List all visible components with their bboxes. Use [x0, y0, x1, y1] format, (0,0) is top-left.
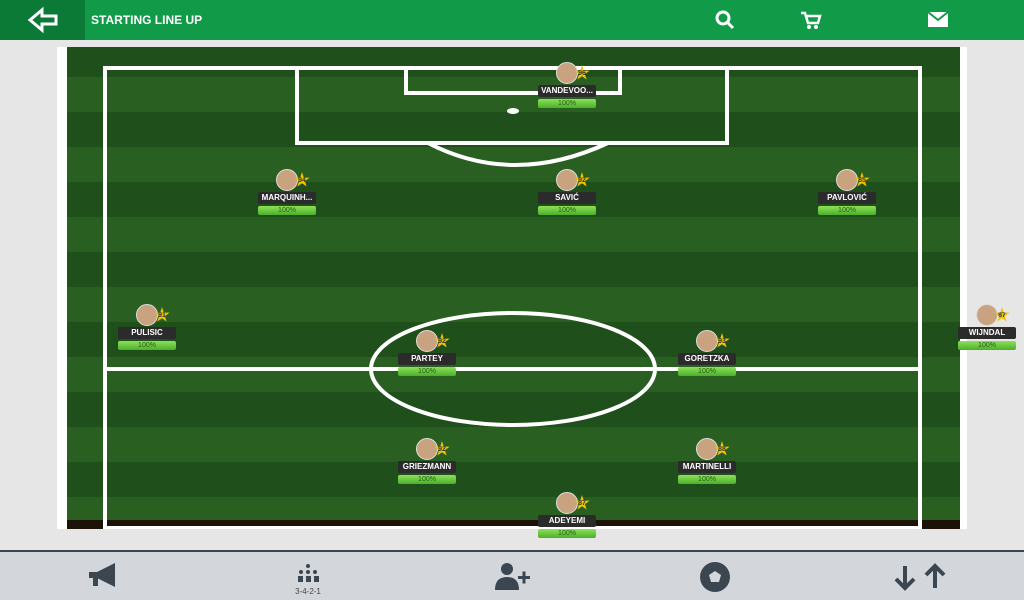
formation-label[interactable]: 3-4-2-1 — [295, 587, 321, 596]
player-rating: 91 — [154, 307, 170, 322]
ball-icon[interactable] — [700, 562, 730, 592]
player[interactable]: 87 WIJNDAL 100% — [958, 304, 1016, 350]
player-name: MARQUINH... — [258, 192, 316, 204]
player-avatar: 87 — [976, 304, 1010, 326]
player-avatar: 92 — [416, 330, 450, 352]
player-rating: 94 — [294, 172, 310, 187]
player-name: SAVIĆ — [538, 192, 596, 204]
player-name: VANDEVOO... — [538, 85, 596, 97]
player-avatar: 91 — [136, 304, 170, 326]
cart-icon[interactable] — [801, 11, 822, 29]
formation-icon[interactable] — [298, 564, 319, 582]
player[interactable]: 92 SAVIĆ 100% — [538, 169, 596, 215]
add-player-icon[interactable] — [495, 563, 530, 590]
player-name: PAVLOVIĆ — [818, 192, 876, 204]
player-name: WIJNDAL — [958, 327, 1016, 339]
player-fitness: 100% — [818, 206, 876, 215]
player-avatar: 85 — [836, 169, 870, 191]
player-fitness: 100% — [538, 529, 596, 538]
player-name: GRIEZMANN — [398, 461, 456, 473]
player-fitness: 100% — [258, 206, 316, 215]
player-rating: 92 — [434, 441, 450, 456]
search-icon[interactable] — [715, 10, 735, 30]
toolbar-icons — [89, 562, 946, 592]
player[interactable]: 85 PAVLOVIĆ 100% — [818, 169, 876, 215]
header — [0, 0, 1024, 40]
player[interactable]: 91 PULISIC 100% — [118, 304, 176, 350]
mail-icon[interactable] — [927, 11, 949, 27]
player-avatar: 87 — [556, 492, 590, 514]
player[interactable]: 92 PARTEY 100% — [398, 330, 456, 376]
back-button[interactable] — [0, 0, 85, 40]
player-avatar: 92 — [416, 438, 450, 460]
player-avatar: 93 — [696, 330, 730, 352]
player-name: PARTEY — [398, 353, 456, 365]
player-rating: 85 — [854, 172, 870, 187]
player-fitness: 100% — [538, 206, 596, 215]
back-icon — [27, 6, 58, 34]
player-name: GORETZKA — [678, 353, 736, 365]
player-rating: 87 — [994, 307, 1010, 322]
megaphone-icon[interactable] — [89, 563, 115, 587]
player-name: PULISIC — [118, 327, 176, 339]
player-avatar: 88 — [696, 438, 730, 460]
player-avatar: 96 — [556, 62, 590, 84]
player-fitness: 100% — [398, 475, 456, 484]
player-rating: 88 — [714, 441, 730, 456]
player-rating: 96 — [574, 65, 590, 80]
player-rating: 92 — [574, 172, 590, 187]
player[interactable]: 96 VANDEVOO... 100% — [538, 62, 596, 108]
player-fitness: 100% — [398, 367, 456, 376]
player-fitness: 100% — [538, 99, 596, 108]
player[interactable]: 93 GORETZKA 100% — [678, 330, 736, 376]
player[interactable]: 92 GRIEZMANN 100% — [398, 438, 456, 484]
player-fitness: 100% — [678, 475, 736, 484]
toolbar — [0, 550, 1024, 600]
player-name: ADEYEMI — [538, 515, 596, 527]
player-fitness: 100% — [678, 367, 736, 376]
player[interactable]: 88 MARTINELLI 100% — [678, 438, 736, 484]
player-rating: 87 — [574, 495, 590, 510]
player[interactable]: 87 ADEYEMI 100% — [538, 492, 596, 538]
player-avatar: 94 — [276, 169, 310, 191]
player-rating: 92 — [434, 333, 450, 348]
swap-icon[interactable] — [894, 563, 946, 591]
player-rating: 93 — [714, 333, 730, 348]
header-icons — [715, 10, 949, 30]
player-fitness: 100% — [118, 341, 176, 350]
player-name: MARTINELLI — [678, 461, 736, 473]
pitch — [57, 47, 967, 529]
player[interactable]: 94 MARQUINH... 100% — [258, 169, 316, 215]
header-title: STARTING LINE UP — [91, 13, 203, 27]
player-avatar: 92 — [556, 169, 590, 191]
player-fitness: 100% — [958, 341, 1016, 350]
